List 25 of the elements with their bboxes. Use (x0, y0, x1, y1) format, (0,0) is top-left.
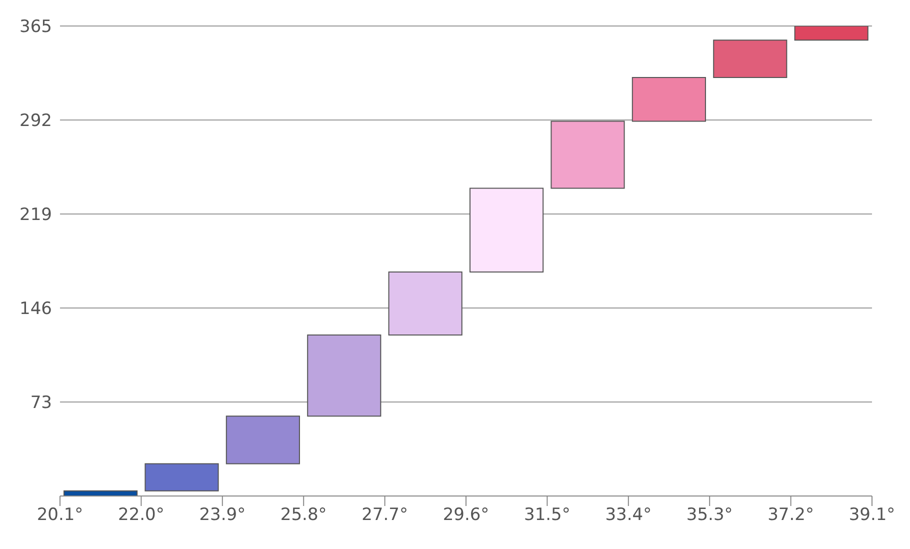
x-tick-label: 25.8° (280, 505, 327, 526)
bar (713, 40, 788, 78)
y-tick-label: 365 (20, 17, 52, 38)
x-tick-label: 29.6° (442, 505, 490, 526)
y-tick-label: 146 (20, 299, 52, 320)
x-tick-label: 22.0° (118, 505, 164, 526)
bar (550, 120, 625, 189)
y-tick-label: 219 (20, 205, 52, 226)
bar (226, 416, 300, 464)
x-tick-label: 37.2° (768, 505, 814, 526)
y-tick-label: 292 (20, 111, 52, 132)
x-tick-label: 20.1° (36, 505, 84, 526)
x-tick-label: 33.4° (605, 505, 652, 526)
bar (144, 463, 219, 492)
bar (632, 77, 706, 122)
bar (470, 188, 544, 272)
y-tick-label: 73 (30, 393, 52, 414)
x-tick-label: 23.9° (199, 505, 246, 526)
bar (307, 334, 382, 417)
x-tick-label: 27.7° (362, 505, 408, 526)
x-tick-label: 31.5° (524, 505, 570, 526)
x-tick-label: 39.1° (848, 505, 896, 526)
bar (794, 26, 868, 41)
bar (388, 271, 462, 336)
x-tick-label: 35.3° (686, 505, 733, 526)
